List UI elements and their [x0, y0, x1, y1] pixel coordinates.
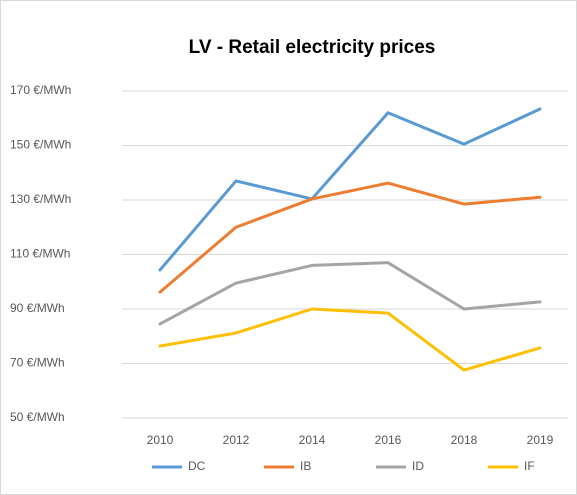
y-tick-label: 50 €/MWh [10, 410, 65, 424]
y-tick-label: 70 €/MWh [10, 356, 65, 370]
x-tick-label: 2010 [147, 433, 174, 447]
x-tick-label: 2014 [299, 433, 326, 447]
x-tick-label: 2012 [223, 433, 250, 447]
line-series [158, 107, 542, 272]
y-tick-label: 130 €/MWh [10, 192, 71, 206]
chart-title: LV - Retail electricity prices [189, 37, 436, 58]
legend-label: DC [188, 459, 206, 473]
x-tick-label: 2019 [527, 433, 554, 447]
line-series [158, 307, 542, 372]
legend-label: IB [300, 459, 311, 473]
x-tick-label: 2016 [375, 433, 402, 447]
y-tick-label: 110 €/MWh [10, 247, 70, 261]
y-tick-label: 150 €/MWh [10, 138, 71, 152]
y-tick-label: 170 €/MWh [10, 83, 71, 97]
x-tick-label: 2018 [451, 433, 478, 447]
y-tick-label: 90 €/MWh [10, 301, 65, 315]
line-series [158, 261, 542, 326]
legend-label: ID [412, 459, 424, 473]
legend-label: IF [524, 459, 535, 473]
line-series [158, 181, 542, 294]
